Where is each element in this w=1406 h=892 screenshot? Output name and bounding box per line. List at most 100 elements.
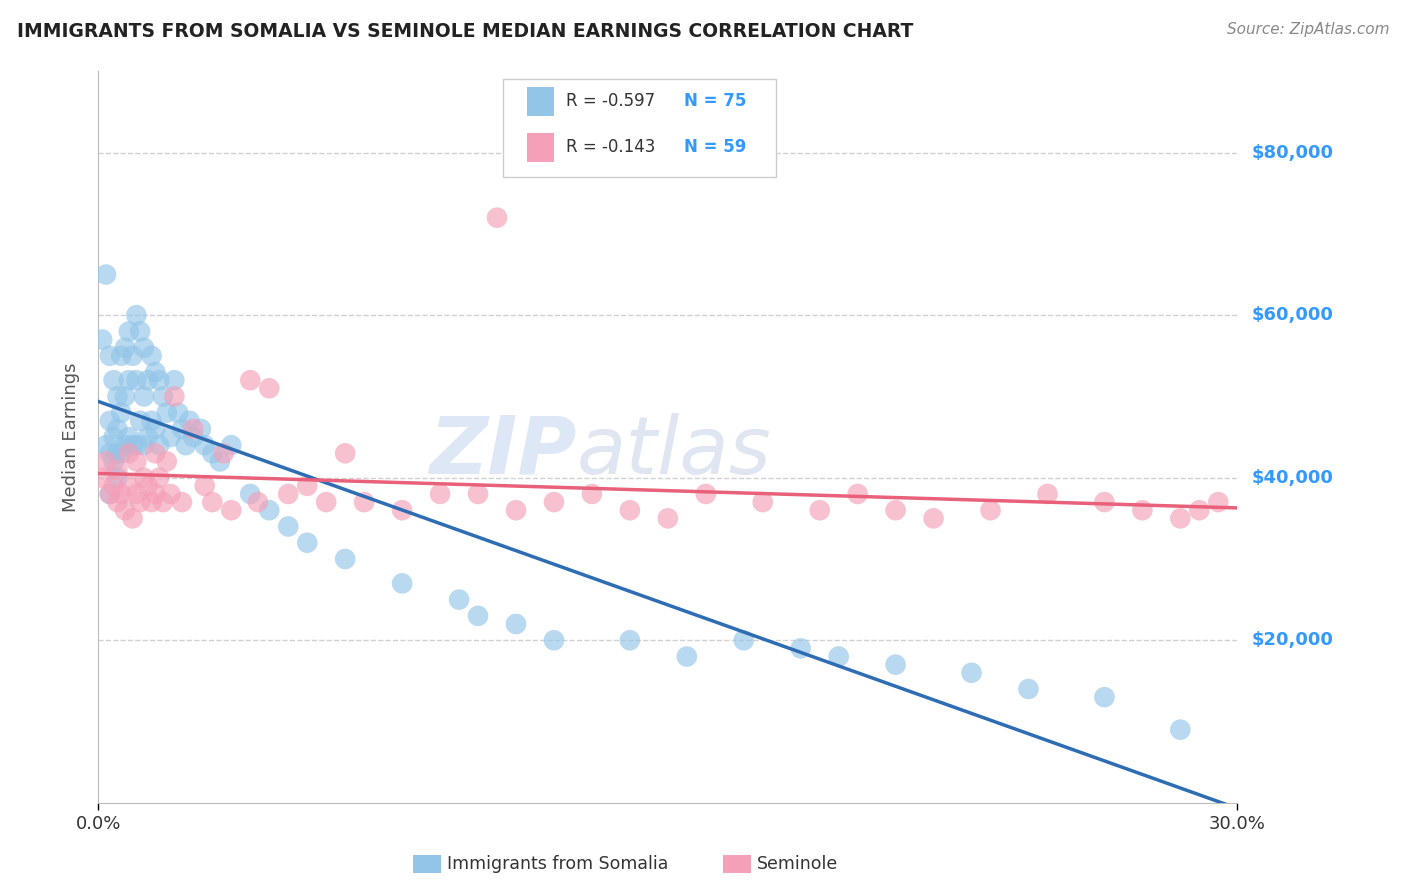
Point [239,373,262,387]
Point [152,495,174,509]
Point [170,495,193,509]
Point [114,438,136,452]
Point [391,576,413,591]
Point [505,503,527,517]
Point [132,471,155,485]
Point [132,438,155,452]
Point [183,430,205,444]
Point [239,487,262,501]
Point [960,665,983,680]
Point [163,389,186,403]
Text: N = 59: N = 59 [683,138,747,156]
Point [163,373,186,387]
Point [107,389,129,403]
Point [121,438,143,452]
Point [1170,511,1192,525]
Point [145,446,167,460]
Point [1018,681,1040,696]
Point [107,495,129,509]
Point [107,471,129,485]
Point [118,325,141,339]
Point [259,381,281,395]
Point [212,446,235,460]
Point [194,479,217,493]
Point [167,406,190,420]
Text: N = 75: N = 75 [683,93,747,111]
Point [884,503,907,517]
Point [114,341,136,355]
Point [1188,503,1211,517]
Point [103,373,125,387]
Point [141,349,163,363]
Point [467,487,489,501]
FancyBboxPatch shape [503,78,776,178]
Point [103,430,125,444]
Point [170,422,193,436]
Point [1170,723,1192,737]
Point [752,495,775,509]
Point [335,552,357,566]
Point [98,487,121,501]
Point [581,487,603,501]
Point [183,422,205,436]
Text: R = -0.143: R = -0.143 [567,138,655,156]
Point [94,268,117,282]
Point [467,608,489,623]
Point [125,308,148,322]
Y-axis label: Median Earnings: Median Earnings [62,362,80,512]
Point [979,503,1001,517]
Point [353,495,375,509]
Point [315,495,337,509]
Point [1208,495,1230,509]
Point [277,487,299,501]
Point [828,649,851,664]
Point [676,649,699,664]
Point [118,446,141,460]
Point [103,479,125,493]
Point [132,389,155,403]
Point [98,446,121,460]
Point [94,454,117,468]
Point [148,438,170,452]
Point [201,446,224,460]
Point [98,414,121,428]
Point [619,503,641,517]
Point [1132,503,1154,517]
Text: R = -0.597: R = -0.597 [567,93,655,111]
Point [91,471,114,485]
Point [429,487,451,501]
Point [110,406,132,420]
Text: Immigrants from Somalia: Immigrants from Somalia [447,855,668,873]
Text: $80,000: $80,000 [1251,144,1333,161]
Point [695,487,717,501]
Point [148,373,170,387]
FancyBboxPatch shape [527,133,554,162]
Point [505,617,527,632]
Point [221,503,243,517]
Text: IMMIGRANTS FROM SOMALIA VS SEMINOLE MEDIAN EARNINGS CORRELATION CHART: IMMIGRANTS FROM SOMALIA VS SEMINOLE MEDI… [17,22,914,41]
Point [125,487,148,501]
Point [148,471,170,485]
Point [103,454,125,468]
Text: $40,000: $40,000 [1251,468,1333,487]
Text: ZIP: ZIP [429,413,576,491]
Point [619,633,641,648]
Point [110,446,132,460]
Point [543,633,565,648]
Point [1094,690,1116,705]
Point [246,495,269,509]
Point [159,430,181,444]
Text: atlas: atlas [576,413,772,491]
Point [145,422,167,436]
Point [118,479,141,493]
Text: $60,000: $60,000 [1251,306,1333,324]
Point [297,535,319,549]
Point [110,487,132,501]
Point [98,487,121,501]
Point [297,479,319,493]
Point [107,446,129,460]
Point [156,406,179,420]
Point [125,373,148,387]
Point [152,389,174,403]
Point [259,503,281,517]
